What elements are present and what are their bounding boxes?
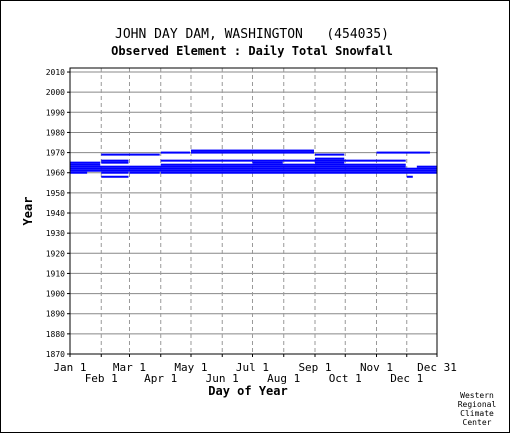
y-tick-label: 1890 bbox=[46, 310, 65, 319]
chart-subtitle: Observed Element : Daily Total Snowfall bbox=[111, 44, 393, 58]
x-tick-label: Apr 1 bbox=[144, 372, 177, 385]
data-segments bbox=[70, 149, 437, 178]
snowfall-segment bbox=[406, 175, 413, 178]
x-tick-label: Oct 1 bbox=[329, 372, 362, 385]
snowfall-segment bbox=[252, 161, 283, 164]
credit-line-3: Climate bbox=[460, 409, 494, 418]
x-tick-label: Nov 1 bbox=[360, 361, 393, 374]
snowfall-segment bbox=[101, 159, 129, 162]
y-tick-label: 1980 bbox=[46, 128, 65, 137]
snowfall-segment bbox=[416, 165, 437, 168]
x-tick-label: Mar 1 bbox=[113, 361, 146, 374]
x-axis-ticks: Jan 1 Mar 1 May 1 Jul 1 Sep 1 Nov 1 Dec 31 Feb … bbox=[53, 354, 457, 385]
y-tick-label: 1960 bbox=[46, 169, 65, 178]
y-tick-label: 2000 bbox=[46, 88, 65, 97]
x-tick-label: Dec 1 bbox=[390, 372, 423, 385]
y-axis-ticks: 1870 1880 1890 1900 1910 1920 1930 1940 1950 1960… bbox=[46, 68, 70, 359]
snowfall-segment bbox=[101, 161, 129, 164]
snowfall-segment bbox=[70, 169, 437, 172]
snowfall-segment bbox=[190, 149, 314, 152]
snowfall-segment bbox=[70, 161, 101, 164]
x-tick-label: Jul 1 bbox=[236, 361, 269, 374]
x-tick-label: May 1 bbox=[174, 361, 207, 374]
x-tick-label: Dec 31 bbox=[417, 361, 457, 374]
credit-line-2: Regional bbox=[458, 400, 497, 409]
y-tick-label: 1940 bbox=[46, 209, 65, 218]
snowfall-segment bbox=[160, 163, 406, 166]
y-tick-label: 1950 bbox=[46, 189, 65, 198]
snowfall-segment bbox=[70, 165, 406, 168]
x-tick-label: Feb 1 bbox=[85, 372, 118, 385]
y-tick-label: 1910 bbox=[46, 269, 65, 278]
y-tick-label: 1880 bbox=[46, 330, 65, 339]
x-tick-label: Sep 1 bbox=[298, 361, 331, 374]
snowfall-segment bbox=[70, 163, 101, 166]
snowfall-segment bbox=[315, 157, 345, 160]
snowfall-segment bbox=[160, 159, 406, 162]
credit-line-1: Western bbox=[460, 391, 494, 400]
snowfall-segment bbox=[315, 161, 345, 164]
x-tick-label: Aug 1 bbox=[267, 372, 300, 385]
credit-line-4: Center bbox=[463, 418, 492, 427]
y-tick-label: 1970 bbox=[46, 149, 65, 158]
y-tick-label: 1930 bbox=[46, 229, 65, 238]
snowfall-segment bbox=[101, 175, 129, 178]
y-tick-label: 1990 bbox=[46, 108, 65, 117]
snowfall-segment bbox=[101, 153, 160, 156]
y-tick-label: 1920 bbox=[46, 249, 65, 258]
snowfall-segment bbox=[315, 153, 345, 156]
x-tick-label: Jan 1 bbox=[53, 361, 86, 374]
x-tick-label: Jun 1 bbox=[206, 372, 239, 385]
snowfall-segment bbox=[160, 151, 190, 154]
snowfall-segment bbox=[101, 171, 129, 174]
plot-area-border bbox=[69, 67, 438, 355]
y-tick-label: 1870 bbox=[46, 350, 65, 359]
chart-title: JOHN DAY DAM, WASHINGTON (454035) bbox=[115, 27, 389, 42]
y-axis-label: Year bbox=[21, 197, 35, 226]
snowfall-segment bbox=[190, 151, 314, 154]
wrcc-credit: Western Regional Climate Center bbox=[458, 391, 497, 427]
y-tick-label: 2010 bbox=[46, 68, 65, 77]
snowfall-segment bbox=[70, 171, 88, 174]
snowfall-segment bbox=[70, 167, 437, 170]
x-axis-label: Day of Year bbox=[208, 384, 287, 398]
snowfall-segment bbox=[129, 171, 160, 174]
y-tick-label: 1900 bbox=[46, 290, 65, 299]
snowfall-segment bbox=[376, 151, 430, 154]
snowfall-segment bbox=[160, 171, 437, 174]
grid-lines bbox=[70, 68, 437, 355]
